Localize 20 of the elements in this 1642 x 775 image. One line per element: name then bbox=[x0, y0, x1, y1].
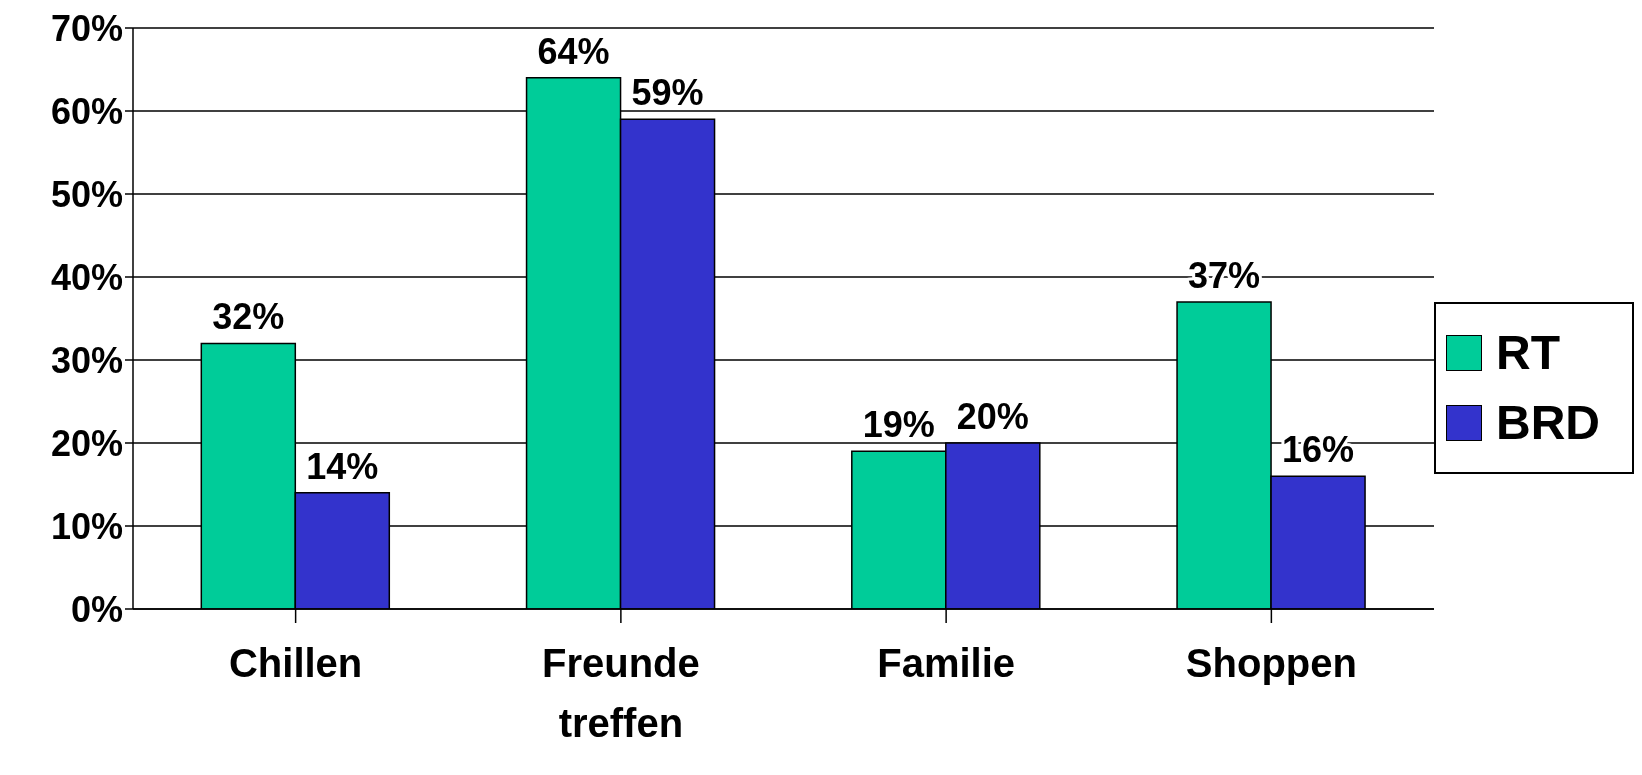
data-label: 20% bbox=[956, 396, 1029, 437]
y-tick-label: 60% bbox=[50, 90, 123, 132]
x-tick-label: Freunde treffen bbox=[541, 641, 700, 745]
y-tick-label: 0% bbox=[70, 588, 123, 630]
x-tick-label: Shoppen bbox=[1185, 641, 1357, 685]
y-tick-label: 40% bbox=[50, 256, 123, 298]
y-tick-label: 50% bbox=[50, 173, 123, 215]
legend-label: RT bbox=[1496, 325, 1560, 380]
x-tick-label: Chillen bbox=[228, 641, 363, 685]
y-tick-label: 20% bbox=[50, 422, 123, 464]
y-tick-label: 30% bbox=[50, 339, 123, 381]
data-label: 32% bbox=[212, 296, 285, 338]
x-tick-label: Familie bbox=[877, 641, 1016, 685]
data-label: 14% bbox=[306, 445, 379, 487]
y-tick-label: 10% bbox=[50, 505, 123, 547]
y-tick-label: 70% bbox=[50, 7, 123, 49]
legend-label: BRD bbox=[1496, 395, 1600, 450]
data-label: 59% bbox=[631, 72, 704, 114]
data-label: 64% bbox=[537, 30, 610, 72]
data-label: 19% bbox=[862, 404, 935, 446]
